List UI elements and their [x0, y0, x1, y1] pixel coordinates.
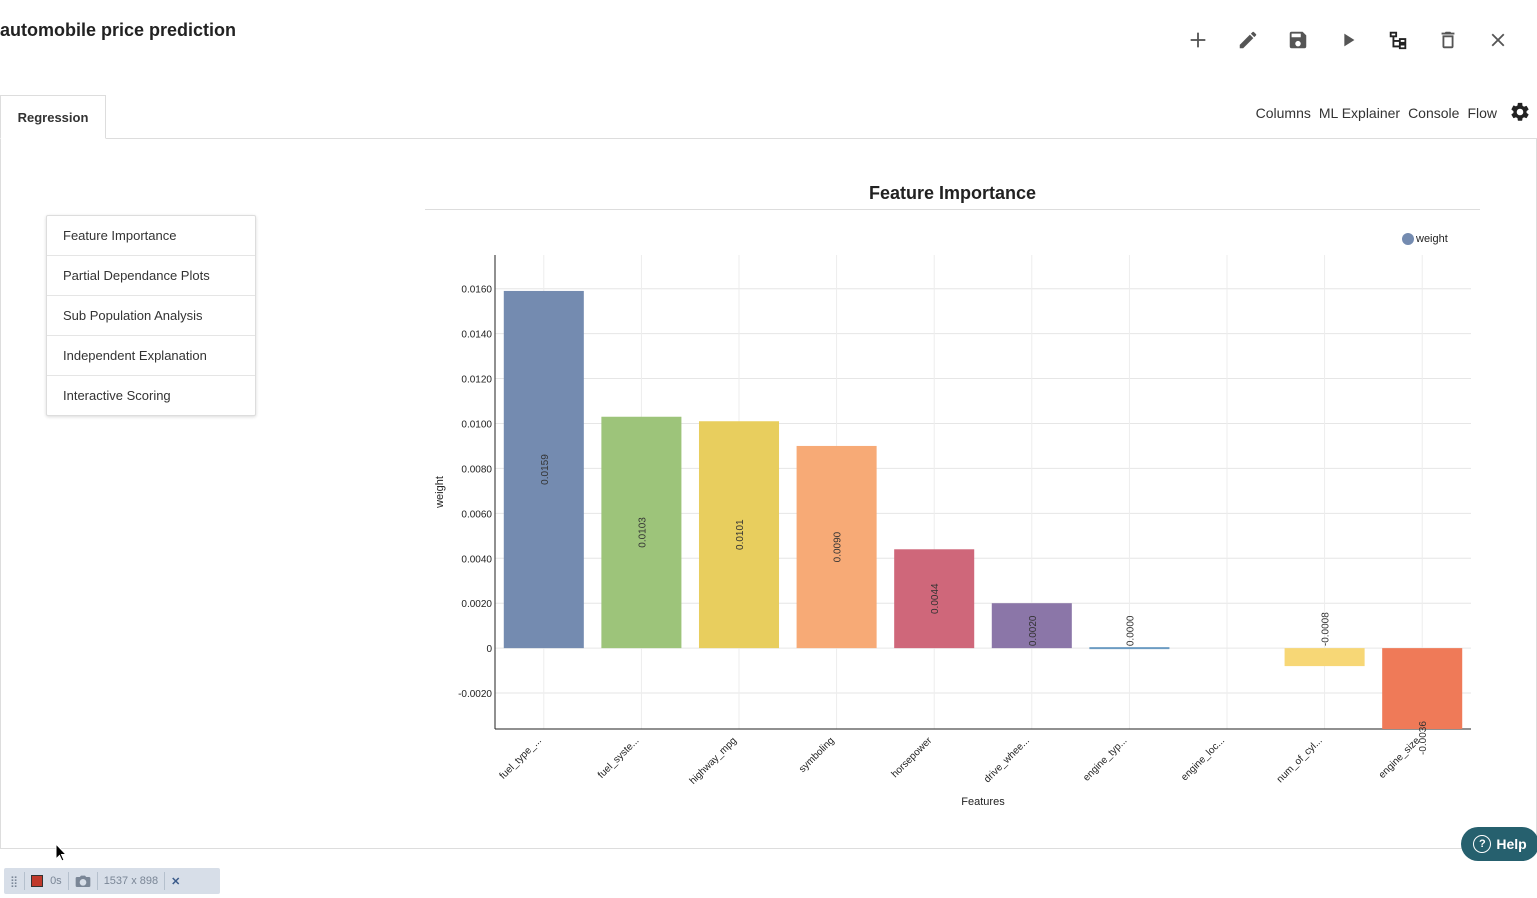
save-button[interactable]	[1273, 27, 1323, 53]
y-tick-label: 0.0120	[461, 375, 492, 386]
y-tick-label: -0.0020	[458, 689, 492, 700]
pencil-icon	[1239, 31, 1257, 49]
data-label: 0.0159	[540, 454, 551, 485]
x-tick-label: highway_mpg	[688, 735, 739, 786]
x-tick-label: drive_whee...	[982, 735, 1032, 785]
x-tick-label: fuel_type_...	[498, 735, 544, 781]
tree-icon	[1389, 31, 1407, 50]
run-button[interactable]	[1323, 27, 1373, 53]
size-readout: 1537 x 898	[98, 872, 166, 890]
plus-icon	[1190, 32, 1206, 48]
data-label: 0.0101	[735, 519, 746, 550]
bar	[894, 549, 975, 649]
columns-link[interactable]: Columns	[1255, 105, 1311, 121]
menu-item-partial-dependance-plots[interactable]: Partial Dependance Plots	[47, 256, 255, 296]
x-tick-label: engine_size	[1377, 735, 1423, 781]
explainer-menu: Feature Importance Partial Dependance Pl…	[46, 215, 256, 416]
data-label: -0.0036	[1418, 721, 1429, 755]
bar	[796, 445, 877, 649]
console-link[interactable]: Console	[1408, 105, 1460, 121]
x-tick-label: symboling	[797, 735, 837, 775]
save-icon	[1289, 31, 1307, 49]
y-axis-label: weight	[434, 476, 446, 509]
bar	[1089, 647, 1170, 650]
bar	[698, 421, 780, 649]
menu-item-interactive-scoring[interactable]: Interactive Scoring	[63, 388, 171, 403]
trash-icon	[1441, 31, 1455, 49]
ml-explainer-link[interactable]: ML Explainer	[1318, 105, 1401, 121]
close-button[interactable]	[1473, 27, 1523, 53]
chart-title-divider	[425, 209, 1480, 210]
timer-text: 0s	[50, 875, 62, 887]
record-icon[interactable]	[31, 875, 44, 887]
menu-item-sub-population-analysis[interactable]: Sub Population Analysis	[47, 296, 255, 336]
x-tick-label: fuel_syste...	[596, 735, 642, 781]
y-tick-label: 0.0080	[461, 464, 492, 475]
y-tick-label: 0.0100	[461, 419, 492, 430]
add-button[interactable]	[1173, 27, 1223, 53]
legend-label: weight	[1415, 233, 1448, 245]
data-label: 0.0020	[1028, 615, 1039, 646]
tab-strip: Regression Columns ML Explainer Console …	[0, 95, 1537, 139]
structure-button[interactable]	[1373, 27, 1423, 53]
y-tick-label: 0.0060	[461, 509, 492, 520]
x-tick-label: horsepower	[890, 735, 935, 780]
help-button[interactable]: ? Help	[1461, 827, 1537, 861]
data-label: 0.0044	[930, 583, 941, 614]
menu-item-independent-explanation[interactable]: Independent Explanation	[47, 336, 255, 376]
data-label: -0.0008	[1321, 612, 1332, 646]
menu-item-feature-importance[interactable]: Feature Importance	[47, 216, 255, 256]
y-tick-label: 0	[486, 644, 492, 655]
page-title: automobile price prediction	[0, 20, 237, 40]
edit-button[interactable]	[1223, 27, 1273, 53]
camera-icon[interactable]	[69, 872, 98, 890]
timer-cell: 0s	[25, 872, 69, 890]
x-tick-label: engine_loc...	[1179, 735, 1227, 783]
feature-importance-chart: -0.0020 0 0.0020 0.0040 0.0060 0.0080 0.0100 0.…	[434, 233, 1471, 808]
flow-link[interactable]: Flow	[1467, 105, 1497, 121]
y-tick-label: 0.0040	[461, 554, 492, 565]
help-label: Help	[1496, 836, 1527, 852]
x-tick-label: num_of_cyl...	[1275, 735, 1325, 785]
gear-icon[interactable]	[1509, 101, 1531, 123]
y-tick-label: 0.0020	[461, 599, 492, 610]
chart-title: Feature Importance	[868, 183, 1037, 203]
bar	[503, 290, 584, 649]
delete-button[interactable]	[1423, 27, 1473, 53]
y-tick-label: 0.0140	[461, 330, 492, 341]
tab-regression[interactable]: Regression	[0, 95, 106, 139]
data-label: 0.0090	[833, 531, 844, 562]
legend-swatch	[1402, 233, 1414, 245]
play-icon	[1344, 33, 1355, 47]
debug-toolbar: ⣿ 0s 1537 x 898 ✕	[4, 868, 220, 894]
camera-glyph	[75, 875, 91, 887]
mouse-cursor-icon	[55, 843, 67, 862]
x-axis-label: Features	[961, 796, 1005, 808]
bar	[601, 416, 682, 649]
data-label: 0.0000	[1125, 615, 1136, 646]
question-icon: ?	[1473, 835, 1492, 853]
bar	[1284, 648, 1365, 667]
toolbar	[1173, 27, 1523, 53]
close-icon	[1491, 33, 1505, 47]
bar	[991, 603, 1072, 649]
close-debug-icon[interactable]: ✕	[171, 875, 181, 888]
data-label: 0.0103	[637, 517, 648, 548]
y-tick-label: 0.0160	[461, 285, 492, 296]
x-tick-label: engine_typ...	[1081, 735, 1129, 783]
top-links: Columns ML Explainer Console Flow	[1256, 105, 1497, 121]
drag-handle-icon[interactable]: ⣿	[4, 872, 26, 890]
bar	[1382, 648, 1463, 729]
